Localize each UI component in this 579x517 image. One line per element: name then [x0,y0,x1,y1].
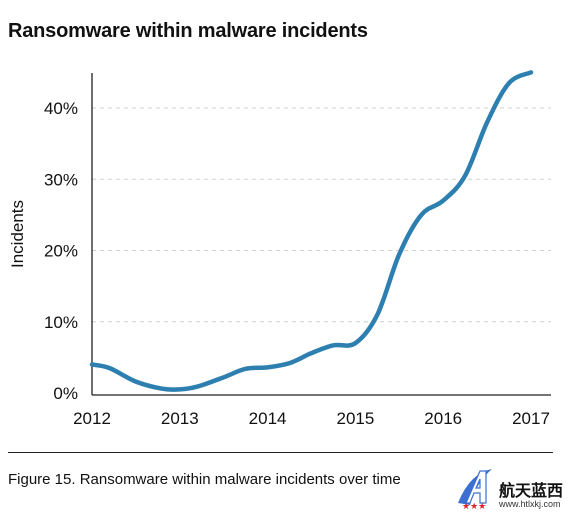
series-line [89,70,534,392]
axes [91,73,551,396]
x-tick-label: 2016 [424,409,462,428]
x-tick-label: 2013 [161,409,199,428]
y-tick-label: 10% [44,313,78,332]
x-tick-label: 2015 [336,409,374,428]
letter-a-icon [465,470,487,504]
y-tick-labels: 0% 10% 20% 30% 40% [44,99,78,403]
x-tick-label: 2014 [249,409,287,428]
y-tick-label: 30% [44,170,78,189]
y-tick-label: 20% [44,242,78,261]
x-tick-labels: 2012 2013 2014 2015 2016 2017 [73,409,550,428]
y-axis-label: Incidents [8,200,27,268]
chart-title: Ransomware within malware incidents [8,20,368,42]
stars-icon: ★★★ [462,501,486,511]
caption-divider [8,452,553,453]
figure-caption: Figure 15. Ransomware within malware inc… [8,471,401,488]
watermark-url: www.htlxkj.com [499,499,561,509]
watermark: ★★★ 航天蓝西 www.htlxkj.com [452,463,577,513]
y-tick-label: 0% [53,384,78,403]
watermark-logo-icon: ★★★ [458,469,492,511]
x-tick-label: 2012 [73,409,111,428]
watermark-brand: 航天蓝西 [499,481,564,500]
y-tick-label: 40% [44,99,78,118]
x-tick-label: 2017 [512,409,550,428]
